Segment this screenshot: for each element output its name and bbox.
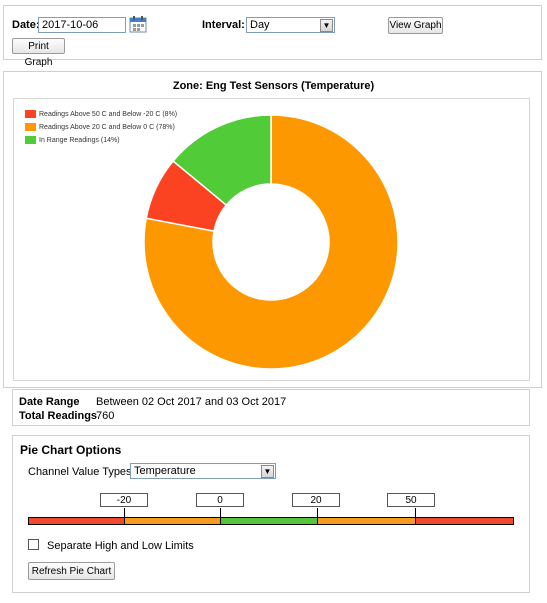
legend-label: Readings Above 50 C and Below -20 C (8%) xyxy=(39,111,178,118)
date-label: Date: xyxy=(12,19,40,31)
limit-input-high-extreme[interactable]: 50 xyxy=(387,493,435,507)
chevron-down-icon: ▼ xyxy=(261,465,274,478)
slice-in-range[interactable] xyxy=(172,114,272,207)
legend-swatch xyxy=(25,110,36,119)
range-segment-high-warning[interactable] xyxy=(317,517,416,525)
limit-tick xyxy=(220,508,221,518)
channel-label: Channel Value Types xyxy=(28,466,132,478)
view-graph-button[interactable]: View Graph xyxy=(388,17,443,34)
print-graph-button[interactable]: Print Graph xyxy=(12,38,65,68)
chevron-down-icon: ▼ xyxy=(320,19,333,32)
limit-input-low-extreme[interactable]: -20 xyxy=(100,493,148,507)
limit-tick xyxy=(415,508,416,518)
limit-tick xyxy=(124,508,125,518)
interval-select[interactable]: Day ▼ xyxy=(246,17,335,33)
legend-item-extreme: Readings Above 50 C and Below -20 C (8%) xyxy=(25,110,177,122)
legend-swatch xyxy=(25,123,36,132)
separate-limits-label: Separate High and Low Limits xyxy=(47,540,194,552)
total-readings-value: 760 xyxy=(96,410,115,422)
date-range-value: Between 02 Oct 2017 and 03 Oct 2017 xyxy=(96,396,287,408)
limit-tick xyxy=(317,508,318,518)
legend-item-warning: Readings Above 20 C and Below 0 C (78%) xyxy=(25,123,175,135)
legend-swatch xyxy=(25,136,36,145)
donut-chart xyxy=(143,114,399,370)
options-title: Pie Chart Options xyxy=(20,443,122,457)
date-input[interactable]: 2017-10-06 xyxy=(38,17,126,33)
legend-label: Readings Above 20 C and Below 0 C (78%) xyxy=(39,124,175,131)
legend-label: In Range Readings (14%) xyxy=(39,137,120,144)
slice-warning[interactable] xyxy=(143,114,399,370)
interval-label: Interval: xyxy=(202,19,245,31)
range-segment-low-extreme[interactable] xyxy=(28,517,125,525)
refresh-pie-chart-button[interactable]: Refresh Pie Chart xyxy=(28,562,115,580)
legend-item-in-range: In Range Readings (14%) xyxy=(25,136,120,148)
range-segment-low-warning[interactable] xyxy=(124,517,221,525)
range-segment-in-range[interactable] xyxy=(220,517,318,525)
calendar-icon[interactable] xyxy=(129,15,147,33)
date-range-label: Date Range xyxy=(19,396,80,408)
range-segment-high-extreme[interactable] xyxy=(415,517,514,525)
interval-select-value: Day xyxy=(250,19,270,31)
total-readings-label: Total Readings xyxy=(19,410,98,422)
chart-title: Zone: Eng Test Sensors (Temperature) xyxy=(172,80,375,92)
separate-limits-checkbox[interactable] xyxy=(28,539,39,550)
limit-input-high[interactable]: 20 xyxy=(292,493,340,507)
channel-select[interactable]: Temperature ▼ xyxy=(130,463,276,479)
limit-input-low[interactable]: 0 xyxy=(196,493,244,507)
date-input-value: 2017-10-06 xyxy=(42,19,99,31)
summary-panel xyxy=(12,389,530,426)
channel-select-value: Temperature xyxy=(134,465,196,477)
